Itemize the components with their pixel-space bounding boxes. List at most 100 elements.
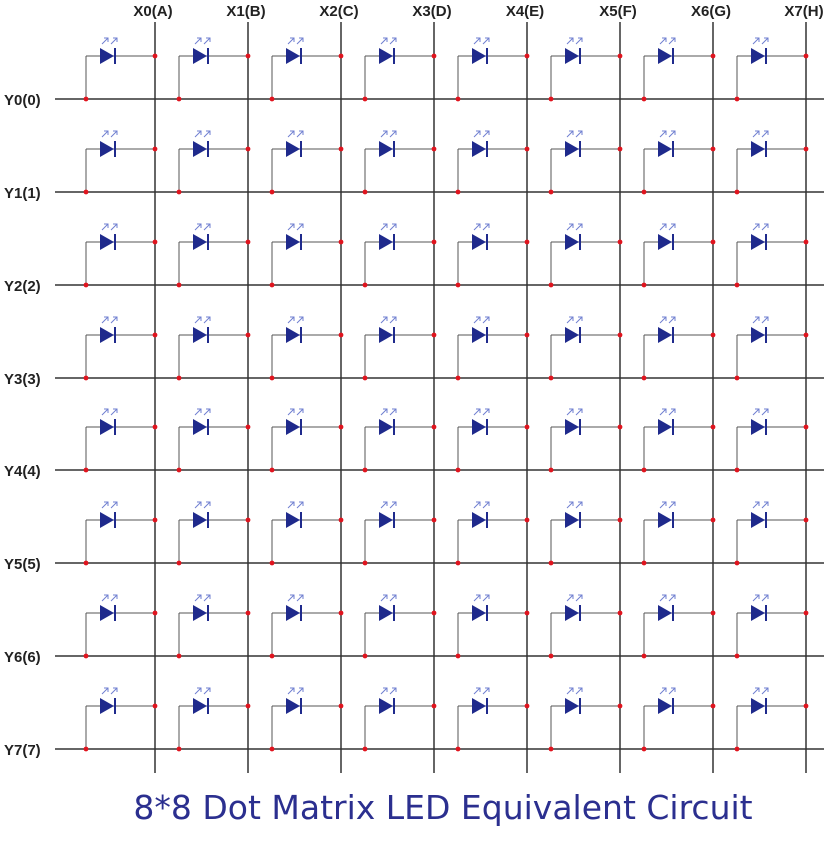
light-arrow-icon	[659, 316, 667, 324]
light-arrow-icon	[389, 687, 397, 695]
junction-dot	[524, 517, 530, 523]
light-arrow-icon	[287, 408, 295, 416]
diode-triangle	[286, 419, 300, 435]
light-arrow-icon	[659, 687, 667, 695]
light-arrow-icon	[380, 594, 388, 602]
junction-dot	[710, 53, 716, 59]
junction-dot	[152, 53, 158, 59]
light-arrow-icon	[473, 408, 481, 416]
junction-dot	[803, 332, 809, 338]
junction-dot	[83, 746, 89, 752]
light-arrow-icon	[296, 37, 304, 45]
junction-dot	[617, 332, 623, 338]
diode-triangle	[658, 327, 672, 343]
light-arrow-icon	[761, 687, 769, 695]
light-arrow-icon	[110, 316, 118, 324]
junction-dot	[269, 282, 275, 288]
diode-triangle	[193, 234, 207, 250]
junction-dot	[641, 189, 647, 195]
diode-triangle	[565, 512, 579, 528]
light-arrow-icon	[473, 37, 481, 45]
junction-dot	[431, 610, 437, 616]
light-arrow-icon	[575, 408, 583, 416]
column-label: X1(B)	[226, 3, 265, 20]
junction-dot	[803, 424, 809, 430]
light-arrow-icon	[110, 594, 118, 602]
led-icon	[641, 408, 716, 473]
led-icon	[269, 223, 344, 288]
junction-dot	[734, 560, 740, 566]
light-arrow-icon	[389, 130, 397, 138]
diode-triangle	[379, 512, 393, 528]
junction-dot	[362, 746, 368, 752]
light-arrow-icon	[659, 501, 667, 509]
light-arrow-icon	[566, 687, 574, 695]
led-icon	[548, 223, 623, 288]
light-arrow-icon	[287, 37, 295, 45]
light-arrow-icon	[761, 408, 769, 416]
light-arrow-icon	[203, 316, 211, 324]
led-icon	[176, 223, 251, 288]
junction-dot	[548, 746, 554, 752]
row-label: Y4(4)	[4, 463, 41, 480]
junction-dot	[524, 239, 530, 245]
led-icon	[176, 594, 251, 659]
diode-triangle	[565, 605, 579, 621]
light-arrow-icon	[203, 223, 211, 231]
light-arrow-icon	[194, 687, 202, 695]
diode-triangle	[751, 234, 765, 250]
light-arrow-icon	[380, 223, 388, 231]
diagram-title: 8*8 Dot Matrix LED Equivalent Circuit	[133, 788, 752, 827]
junction-dot	[269, 375, 275, 381]
led-icon	[83, 687, 158, 752]
diode-triangle	[193, 419, 207, 435]
junction-dot	[431, 332, 437, 338]
diode-triangle	[751, 327, 765, 343]
junction-dot	[176, 746, 182, 752]
diode-triangle	[379, 141, 393, 157]
light-arrow-icon	[296, 130, 304, 138]
led-icon	[734, 594, 809, 659]
junction-dot	[176, 282, 182, 288]
diode-triangle	[286, 698, 300, 714]
led-icon	[362, 223, 437, 288]
column-label: X4(E)	[506, 3, 544, 20]
diode-triangle	[193, 698, 207, 714]
light-arrow-icon	[566, 130, 574, 138]
led-icon	[455, 594, 530, 659]
junction-dot	[617, 703, 623, 709]
light-arrow-icon	[659, 223, 667, 231]
light-arrow-icon	[380, 316, 388, 324]
row-label: Y7(7)	[4, 742, 41, 759]
junction-dot	[269, 96, 275, 102]
light-arrow-icon	[194, 37, 202, 45]
diode-triangle	[472, 327, 486, 343]
junction-dot	[269, 560, 275, 566]
junction-dot	[362, 375, 368, 381]
light-arrow-icon	[482, 37, 490, 45]
diode-triangle	[379, 419, 393, 435]
diode-triangle	[193, 48, 207, 64]
light-arrow-icon	[101, 594, 109, 602]
junction-dot	[734, 282, 740, 288]
diode-triangle	[658, 698, 672, 714]
junction-dot	[734, 467, 740, 473]
junction-dot	[734, 653, 740, 659]
diode-triangle	[751, 698, 765, 714]
led-icon	[641, 223, 716, 288]
led-icon	[455, 130, 530, 195]
led-icon	[176, 501, 251, 566]
junction-dot	[362, 189, 368, 195]
led-icon	[734, 316, 809, 381]
light-arrow-icon	[761, 501, 769, 509]
junction-dot	[338, 239, 344, 245]
diode-triangle	[658, 141, 672, 157]
light-arrow-icon	[101, 130, 109, 138]
light-arrow-icon	[296, 501, 304, 509]
light-arrow-icon	[296, 408, 304, 416]
diode-triangle	[751, 48, 765, 64]
light-arrow-icon	[668, 223, 676, 231]
led-icon	[548, 594, 623, 659]
led-icon	[455, 316, 530, 381]
led-icon	[455, 408, 530, 473]
